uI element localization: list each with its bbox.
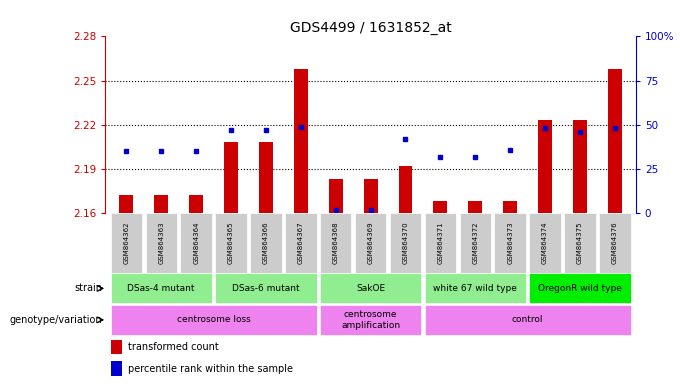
Bar (425, 273, 526, 303)
Bar (216, 273, 316, 303)
Text: transformed count: transformed count (128, 342, 218, 352)
Bar (120, 195, 133, 213)
Bar (564, 213, 596, 273)
Text: DSas-6 mutant: DSas-6 mutant (232, 284, 300, 293)
Text: white 67 wild type: white 67 wild type (433, 284, 517, 293)
Bar (189, 195, 203, 213)
Text: GSM864364: GSM864364 (193, 222, 199, 264)
Bar (608, 69, 622, 213)
Bar (111, 361, 122, 376)
Title: GDS4499 / 1631852_at: GDS4499 / 1631852_at (290, 22, 452, 35)
Bar (529, 273, 630, 303)
Text: GSM864375: GSM864375 (577, 222, 583, 264)
Bar (573, 121, 587, 213)
Bar (599, 213, 630, 273)
Bar (425, 305, 630, 335)
Bar (494, 213, 526, 273)
Bar (425, 213, 456, 273)
Bar (503, 201, 517, 213)
Text: centrosome loss: centrosome loss (177, 315, 250, 324)
Text: GSM864376: GSM864376 (612, 222, 618, 264)
Bar (529, 213, 561, 273)
Text: GSM864371: GSM864371 (437, 222, 443, 264)
Bar (320, 213, 352, 273)
Bar (259, 142, 273, 213)
Bar (355, 213, 386, 273)
Text: GSM864368: GSM864368 (333, 222, 339, 264)
Bar (111, 340, 122, 354)
Bar (469, 201, 482, 213)
Text: genotype/variation: genotype/variation (10, 315, 102, 325)
Text: strain: strain (74, 283, 102, 293)
Text: GSM864369: GSM864369 (368, 222, 373, 264)
Bar (320, 305, 421, 335)
Bar (216, 213, 247, 273)
Text: SakOE: SakOE (356, 284, 385, 293)
Bar (538, 121, 552, 213)
Bar (250, 213, 282, 273)
Bar (111, 273, 212, 303)
Text: GSM864367: GSM864367 (298, 222, 304, 264)
Text: percentile rank within the sample: percentile rank within the sample (128, 364, 292, 374)
Text: GSM864366: GSM864366 (263, 222, 269, 264)
Bar (398, 166, 413, 213)
Text: GSM864372: GSM864372 (473, 222, 478, 264)
Bar (154, 195, 168, 213)
Bar (328, 179, 343, 213)
Bar (285, 213, 316, 273)
Text: DSas-4 mutant: DSas-4 mutant (127, 284, 195, 293)
Bar (433, 201, 447, 213)
Bar (390, 213, 421, 273)
Bar (111, 305, 316, 335)
Bar (180, 213, 212, 273)
Bar (320, 273, 421, 303)
Text: GSM864363: GSM864363 (158, 222, 165, 264)
Text: GSM864374: GSM864374 (542, 222, 548, 264)
Text: centrosome
amplification: centrosome amplification (341, 310, 400, 329)
Text: GSM864373: GSM864373 (507, 222, 513, 264)
Bar (224, 142, 238, 213)
Bar (364, 179, 377, 213)
Bar (111, 213, 142, 273)
Bar (294, 69, 308, 213)
Text: control: control (512, 315, 543, 324)
Bar (460, 213, 491, 273)
Text: GSM864365: GSM864365 (228, 222, 234, 264)
Text: GSM864370: GSM864370 (403, 222, 409, 264)
Text: OregonR wild type: OregonR wild type (538, 284, 622, 293)
Text: GSM864362: GSM864362 (123, 222, 129, 264)
Bar (146, 213, 177, 273)
